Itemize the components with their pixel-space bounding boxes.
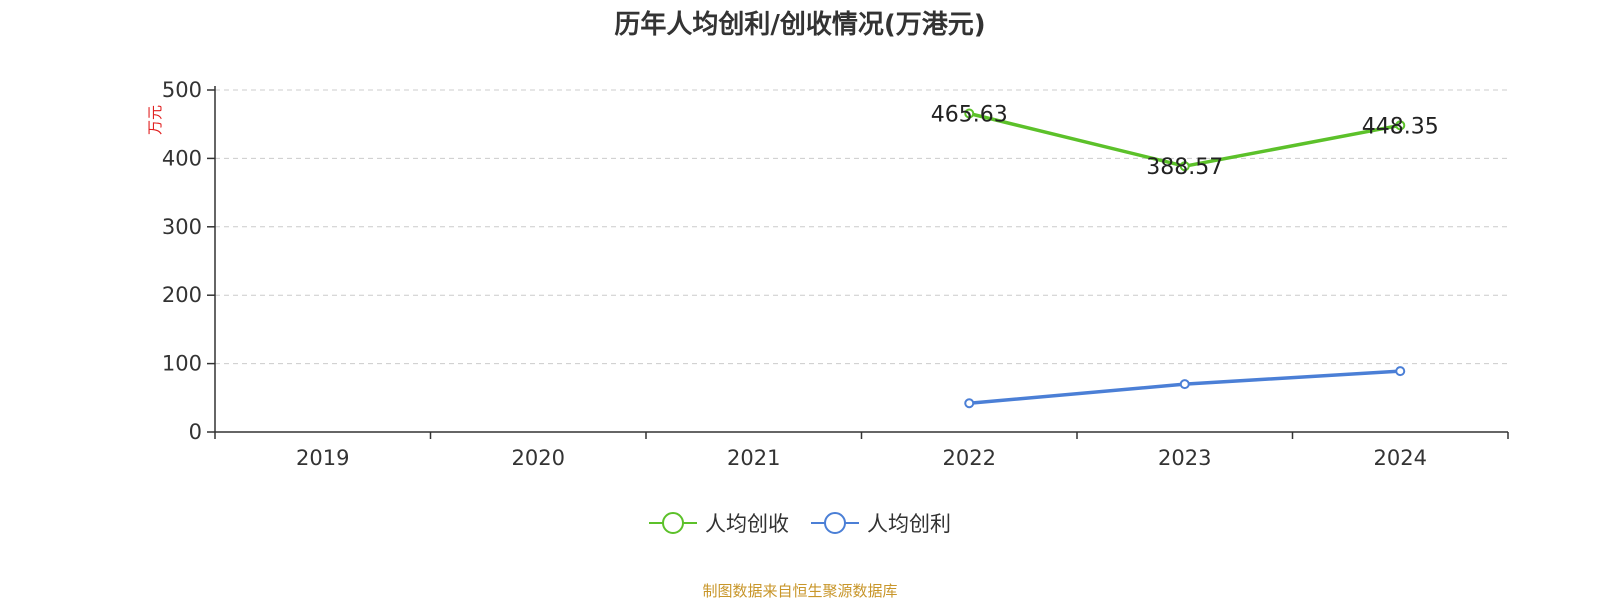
data-label: 448.35 — [1362, 114, 1439, 139]
axes: 0 100 200 300 400 500 万元 2019 2020 2021 2022 2023 20… — [146, 78, 1509, 470]
legend-marker-revenue — [649, 512, 697, 534]
legend-marker-profit — [811, 512, 859, 534]
data-point — [964, 108, 975, 119]
x-tick-label: 2020 — [512, 446, 565, 470]
series — [964, 108, 1406, 409]
legend: 人均创收 人均创利 — [0, 508, 1600, 538]
legend-label-profit: 人均创利 — [867, 512, 951, 536]
data-point — [1179, 379, 1190, 390]
y-tick-label: 400 — [162, 146, 202, 170]
data-source-note: 制图数据来自恒生聚源数据库 — [702, 582, 898, 600]
y-tick-label: 300 — [162, 215, 202, 239]
x-tick-label: 2021 — [727, 446, 780, 470]
data-labels: 465.63 388.57 448.35 — [931, 103, 1439, 181]
data-point — [1395, 120, 1406, 131]
legend-label-revenue: 人均创收 — [705, 512, 789, 536]
x-tick-label: 2019 — [296, 446, 349, 470]
data-point — [1395, 366, 1406, 377]
data-label: 465.63 — [931, 103, 1008, 128]
y-axis-title: 万元 — [146, 105, 164, 135]
x-tick-label: 2024 — [1374, 446, 1427, 470]
y-tick-label: 500 — [162, 78, 202, 102]
y-tick-label: 0 — [189, 420, 202, 444]
data-label: 388.57 — [1146, 155, 1223, 180]
chart-title: 历年人均创利/创收情况(万港元) — [614, 10, 986, 40]
y-tick-label: 100 — [162, 352, 202, 376]
legend-item-profit[interactable]: 人均创利 — [811, 508, 951, 538]
grid-lines — [215, 89, 1508, 365]
data-point — [964, 398, 975, 409]
data-point — [1179, 161, 1190, 172]
y-tick-label: 200 — [162, 283, 202, 307]
x-tick-label: 2022 — [943, 446, 996, 470]
legend-item-revenue[interactable]: 人均创收 — [649, 508, 789, 538]
x-tick-label: 2023 — [1158, 446, 1211, 470]
